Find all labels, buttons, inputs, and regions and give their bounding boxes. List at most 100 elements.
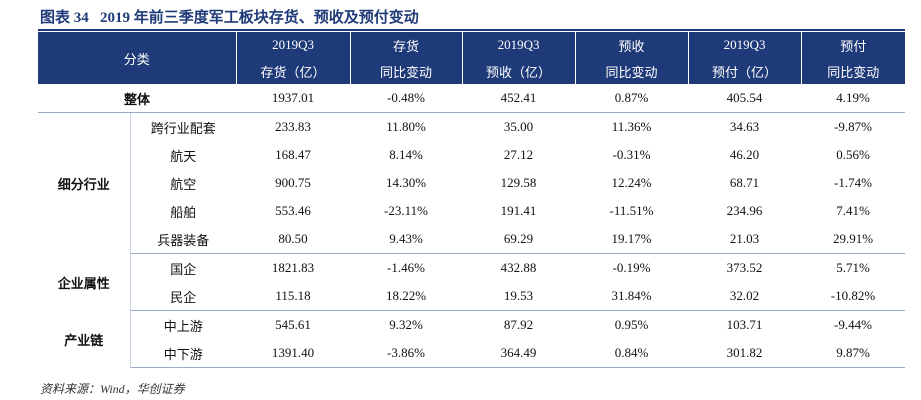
table-row: 产业链 中上游 545.61 9.32% 87.92 0.95% 103.71 -9.44% [38,310,905,368]
cell: 234.96 [726,203,763,218]
cell: 19.53 [462,282,576,311]
cell: 9.87% [801,339,906,368]
cell: 18.22% [350,282,463,311]
header-cell: 预收（亿） [461,58,576,84]
title-rule [38,29,905,31]
header-cell: 预付（亿） [687,58,802,84]
cell: 1821.83 [271,260,315,275]
row-label: 国企 [170,261,197,277]
cell: 373.52 [726,260,763,275]
cell: 0.87% [575,84,689,113]
row-label: 航天 [170,148,197,164]
table-row: 民企 115.18 18.22% 19.53 31.84% 32.02 -10.82% [38,282,906,311]
cell: -9.44% [834,317,872,332]
cell: 12.24% [611,175,652,190]
cell: 32.02 [688,282,802,311]
cell: 68.71 [729,175,760,190]
table-row: 中下游 1391.40 -3.86% 364.49 0.84% 301.82 9.87% [38,339,906,368]
row-label: 中上游 [163,318,203,334]
title: 图表 34 2019 年前三季度军工板块存货、预收及预付变动 [40,10,419,26]
header-cell: 预付 [800,32,906,58]
table-row: 细分行业 跨行业配套 233.83 11.80% 35.00 11.36% 34.63 -9.… [38,112,905,254]
header-cell: 存货 [349,32,463,58]
table-row: 航空 900.75 14.30% 129.58 12.24% 68.71 -1.74% [38,169,905,197]
cell: 4.19% [801,84,906,113]
cell: 0.84% [575,339,689,368]
cell: -23.11% [384,203,428,218]
cell: 103.71 [726,317,763,332]
header-cell: 同比变动 [574,58,689,84]
cell: 233.83 [275,119,311,134]
cell: 69.29 [462,225,576,254]
row-label: 兵器装备 [130,225,237,254]
cell: -9.87% [834,119,872,134]
cell: 0.95% [614,317,649,332]
cell: 87.92 [503,317,534,332]
cell: 364.49 [462,339,576,368]
cell: -0.31% [612,147,651,162]
table-row: 兵器装备 80.50 9.43% 69.29 19.17% 21.03 29.91% [38,225,906,254]
cell: 8.14% [389,147,423,162]
header-row: 分类 2019Q3 存货 2019Q3 预收 2019Q3 预付 [38,32,906,84]
header-cell: 同比变动 [349,58,463,84]
cell: 301.82 [688,339,802,368]
source: 资料来源：Wind，华创证券 [40,382,185,396]
row-label: 整体 [38,84,237,113]
cell: -10.82% [801,282,906,311]
cell: 545.61 [275,317,311,332]
cell: 34.63 [729,119,760,134]
cell: 11.80% [386,119,426,134]
header-cell: 2019Q3 [461,32,576,58]
cell: 553.46 [275,203,311,218]
cell: 31.84% [575,282,689,311]
cell: 21.03 [688,225,802,254]
header-cell: 分类 [38,32,237,84]
table-body: 整体 1937.01 -0.48% 452.41 0.87% 405.54 4.19% 细分行… [38,84,906,368]
header-cell: 同比变动 [800,58,906,84]
row-label: 跨行业配套 [150,120,216,136]
cell: 452.41 [462,84,576,113]
cell: 9.43% [350,225,463,254]
group-label: 产业链 [38,310,131,368]
table: 分类 2019Q3 存货 2019Q3 预收 2019Q3 预付 存货（亿） 同比变动 预收（亿）… [38,32,906,368]
cell: 1391.40 [236,339,351,368]
row-label: 民企 [130,282,237,311]
cell: -1.46% [387,260,425,275]
cell: 7.41% [836,203,870,218]
table-row: 航天 168.47 8.14% 27.12 -0.31% 46.20 0.56% [38,141,905,169]
cell: 35.00 [503,119,534,134]
cell: 129.58 [500,175,537,190]
cell: 29.91% [801,225,906,254]
cell: 191.41 [500,203,537,218]
cell: 168.47 [275,147,311,162]
cell: 900.75 [275,175,311,190]
cell: 1937.01 [236,84,351,113]
cell: 0.56% [836,147,870,162]
cell: 46.20 [729,147,760,162]
table-row: 船舶 553.46 -23.11% 191.41 -11.51% 234.96 7.41% [38,197,905,225]
row-label: 航空 [170,176,197,192]
cell: -3.86% [350,339,463,368]
cell: -1.74% [834,175,872,190]
cell: -0.19% [612,260,651,275]
table-header: 分类 2019Q3 存货 2019Q3 预收 2019Q3 预付 存货（亿） 同比变动 预收（亿）… [38,32,906,84]
cell: 9.32% [389,317,423,332]
header-cell: 2019Q3 [235,32,351,58]
cell: 80.50 [236,225,351,254]
row-label: 船舶 [170,204,197,220]
cell: -0.48% [350,84,463,113]
group-label: 细分行业 [38,112,131,254]
header-row: 存货（亿） 同比变动 预收（亿） 同比变动 预付（亿） 同比变动 [38,58,906,84]
header-cell: 2019Q3 [687,32,802,58]
header-cell: 预收 [574,32,689,58]
cell: 115.18 [236,282,351,311]
cell: 405.54 [688,84,802,113]
header-cell: 存货（亿） [235,58,351,84]
group-label: 企业属性 [38,253,131,311]
cell: 432.88 [500,260,537,275]
cell: 14.30% [385,175,427,190]
cell: -11.51% [609,203,654,218]
cell: 11.36% [611,119,652,134]
table-row: 企业属性 国企 1821.83 -1.46% 432.88 -0.19% 373.52 5.7… [38,253,905,311]
